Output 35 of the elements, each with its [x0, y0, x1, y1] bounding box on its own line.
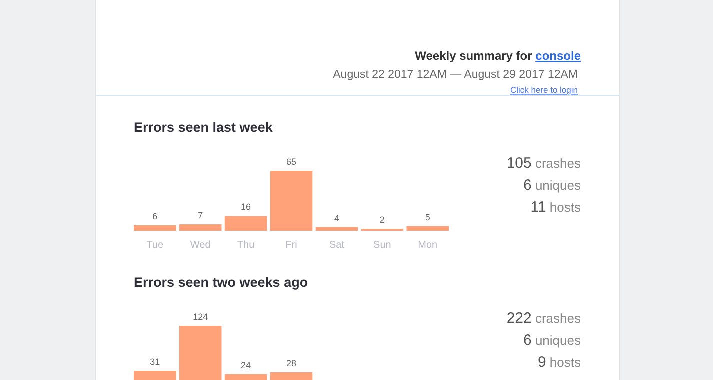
data-label: 7: [198, 210, 204, 221]
x-tick-label: Sat: [329, 240, 345, 252]
data-label: 24: [241, 360, 252, 370]
text: 6 uniques: [524, 332, 582, 349]
bar: [224, 216, 268, 231]
data-label: 4: [334, 213, 340, 224]
x-tick-label: Tue: [146, 240, 164, 252]
text: 6 uniques: [524, 177, 582, 194]
text: Click here to login: [510, 85, 578, 95]
data-label: 6: [152, 211, 158, 222]
chart-title: Errors seen last week: [134, 120, 274, 135]
x-tick-label: Wed: [190, 240, 211, 252]
text: Weekly summary for console: [415, 49, 582, 63]
text: 11 hosts: [530, 199, 582, 216]
data-label: 28: [286, 358, 297, 368]
x-tick-label: Thu: [237, 240, 255, 252]
x-tick-label: Sun: [374, 240, 392, 252]
data-label: 65: [286, 157, 297, 167]
data-label: 2: [380, 215, 385, 226]
data-label: 16: [241, 202, 252, 212]
text: 222 crashes: [506, 310, 582, 327]
data-label: 31: [150, 357, 160, 367]
chart-title: Errors seen two weeks ago: [134, 275, 308, 290]
bar: [179, 224, 222, 231]
data-label: 5: [425, 212, 430, 222]
x-tick-label: Mon: [418, 240, 438, 252]
bar: [134, 225, 176, 231]
x-tick-label: Fri: [286, 240, 298, 252]
bar: [270, 171, 313, 231]
text: 9 hosts: [538, 354, 582, 371]
text: August 22 2017 12AM — August 29 2017 12AM: [333, 69, 578, 81]
text: 105 crashes: [506, 155, 582, 172]
bar: [316, 227, 358, 231]
bar: [406, 226, 449, 231]
data-label: 124: [193, 312, 208, 322]
